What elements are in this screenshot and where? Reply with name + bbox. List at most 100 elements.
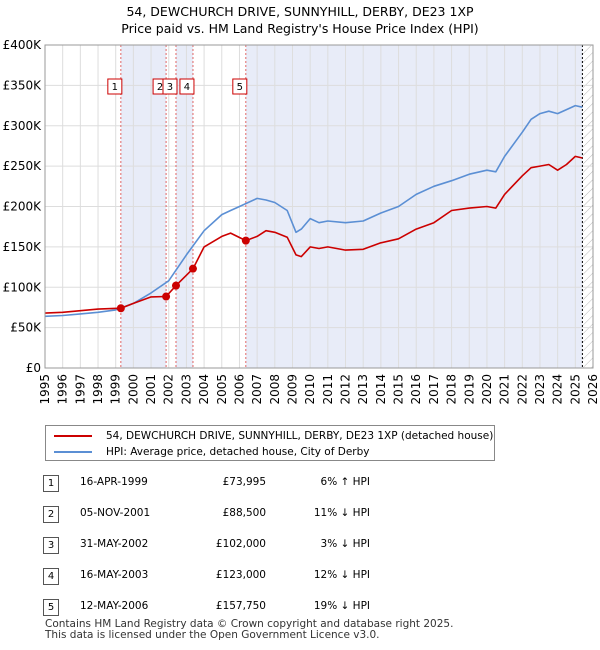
x-tick-label: 2007: [250, 374, 264, 405]
x-tick-label: 2026: [586, 374, 600, 405]
x-tick-label: 2015: [392, 374, 406, 405]
red-line-swatch: [54, 435, 92, 437]
title-line-2: Price paid vs. HM Land Registry's House …: [121, 21, 479, 36]
sale-date: 05-NOV-2001: [80, 507, 151, 519]
y-tick-label: £300K: [3, 119, 43, 133]
y-tick-label: £0: [26, 361, 41, 375]
x-tick-label: 2017: [427, 374, 441, 405]
sale-hpi-diff: 11% ↓ HPI: [313, 507, 370, 519]
sale-hpi-diff: 12% ↓ HPI: [313, 569, 370, 581]
sale-number-badge: 1: [43, 475, 59, 492]
y-tick-label: £50K: [10, 321, 42, 335]
hpi-line: [44, 104, 583, 318]
plot-frame: [44, 44, 594, 369]
sale-price: £88,500: [222, 507, 266, 519]
sale-row: 4 16-MAY-2003 £123,000 12% ↓ HPI: [0, 568, 600, 588]
sale-row: 2 05-NOV-2001 £88,500 11% ↓ HPI: [0, 506, 600, 526]
sale-hpi-diff: 19% ↓ HPI: [313, 600, 370, 612]
sale-number-badge: 5: [43, 599, 59, 616]
x-tick-label: 2023: [533, 374, 547, 405]
sale-price: £123,000: [215, 569, 266, 581]
legend-hpi-label: HPI: Average price, detached house, City…: [106, 446, 370, 458]
x-tick-label: 2010: [303, 374, 317, 405]
x-tick-label: 2019: [462, 374, 476, 405]
sale-point: [162, 292, 171, 301]
sale-marker-lines: [120, 45, 583, 368]
title-line-1: 54, DEWCHURCH DRIVE, SUNNYHILL, DERBY, D…: [126, 4, 474, 19]
x-tick-label: 2016: [409, 374, 423, 405]
x-tick-label: 2020: [480, 374, 494, 405]
sale-point: [188, 264, 197, 273]
sale-point: [241, 236, 250, 245]
sale-point: [171, 281, 180, 290]
sale-label-number: 4: [184, 82, 190, 93]
sale-label-number: 5: [237, 82, 243, 93]
sale-label-box: [107, 78, 123, 95]
y-tick-label: £150K: [3, 240, 43, 254]
sale-hpi-diff: 6% ↑ HPI: [320, 476, 370, 488]
sale-point: [116, 304, 125, 313]
x-tick-label: 2011: [321, 374, 335, 405]
x-tick-label: 2018: [445, 374, 459, 405]
x-tick-label: 2025: [568, 374, 582, 405]
sale-label-number: 2: [157, 82, 163, 93]
x-tick-label: 2021: [498, 374, 512, 405]
footer: Contains HM Land Registry data © Crown c…: [45, 619, 453, 641]
y-tick-label: £250K: [3, 159, 43, 173]
sale-price: £73,995: [222, 476, 266, 488]
sale-hpi-diff: 3% ↓ HPI: [320, 538, 370, 550]
y-tick-label: £100K: [3, 280, 43, 294]
y-tick-label: £400K: [3, 38, 43, 52]
x-tick-label: 2002: [162, 374, 176, 405]
y-tick-label: £350K: [3, 78, 43, 92]
sale-date: 16-MAY-2003: [80, 569, 149, 581]
x-tick-label: 2008: [268, 374, 282, 405]
sale-price: £102,000: [215, 538, 266, 550]
sale-label-box: [162, 78, 178, 95]
sale-label-box: [232, 78, 248, 95]
sale-date: 12-MAY-2006: [80, 600, 149, 612]
axes: £0 £50K £100K £150K £200K £250K £300K £350K £400…: [3, 38, 600, 405]
x-tick-label: 1996: [56, 374, 70, 405]
legend: 54, DEWCHURCH DRIVE, SUNNYHILL, DERBY, D…: [45, 425, 495, 461]
sale-label-number: 1: [112, 82, 118, 93]
x-tick-label: 2022: [515, 374, 529, 405]
x-tick-label: 2005: [215, 374, 229, 405]
x-tick-label: 1997: [73, 374, 87, 405]
chart-title: 54, DEWCHURCH DRIVE, SUNNYHILL, DERBY, D…: [0, 3, 600, 37]
blue-line-swatch: [54, 451, 92, 453]
x-tick-label: 2000: [126, 374, 140, 405]
sale-number-badge: 3: [43, 537, 59, 554]
x-tick-label: 2012: [339, 374, 353, 405]
sale-row: 1 16-APR-1999 £73,995 6% ↑ HPI: [0, 475, 600, 495]
sale-date: 31-MAY-2002: [80, 538, 149, 550]
x-tick-label: 1999: [109, 374, 123, 405]
x-tick-label: 2001: [144, 374, 158, 405]
x-tick-label: 2004: [197, 374, 211, 405]
sale-date: 16-APR-1999: [80, 476, 148, 488]
x-tick-label: 2009: [285, 374, 299, 405]
x-tick-label: 2006: [232, 374, 246, 405]
x-tick-label: 2024: [551, 374, 565, 405]
legend-item-hpi: HPI: Average price, detached house, City…: [54, 444, 369, 460]
sale-number-badge: 2: [43, 506, 59, 523]
sale-number-badge: 4: [43, 568, 59, 585]
x-tick-label: 2013: [356, 374, 370, 405]
x-tick-label: 2014: [374, 374, 388, 405]
legend-property-label: 54, DEWCHURCH DRIVE, SUNNYHILL, DERBY, D…: [106, 430, 494, 442]
sale-row: 3 31-MAY-2002 £102,000 3% ↓ HPI: [0, 537, 600, 557]
x-tick-label: 2003: [179, 374, 193, 405]
y-tick-label: £200K: [3, 200, 43, 214]
footer-licence: This data is licensed under the Open Gov…: [45, 629, 380, 641]
sale-label-number: 3: [167, 82, 173, 93]
x-tick-label: 1998: [91, 374, 105, 405]
sale-row: 5 12-MAY-2006 £157,750 19% ↓ HPI: [0, 599, 600, 619]
sale-points: [116, 236, 250, 313]
legend-item-property: 54, DEWCHURCH DRIVE, SUNNYHILL, DERBY, D…: [54, 428, 493, 444]
footer-copyright: Contains HM Land Registry data © Crown c…: [45, 618, 454, 630]
sale-price: £157,750: [215, 600, 266, 612]
sale-label-box: [179, 78, 195, 95]
x-tick-label: 1995: [38, 374, 52, 405]
